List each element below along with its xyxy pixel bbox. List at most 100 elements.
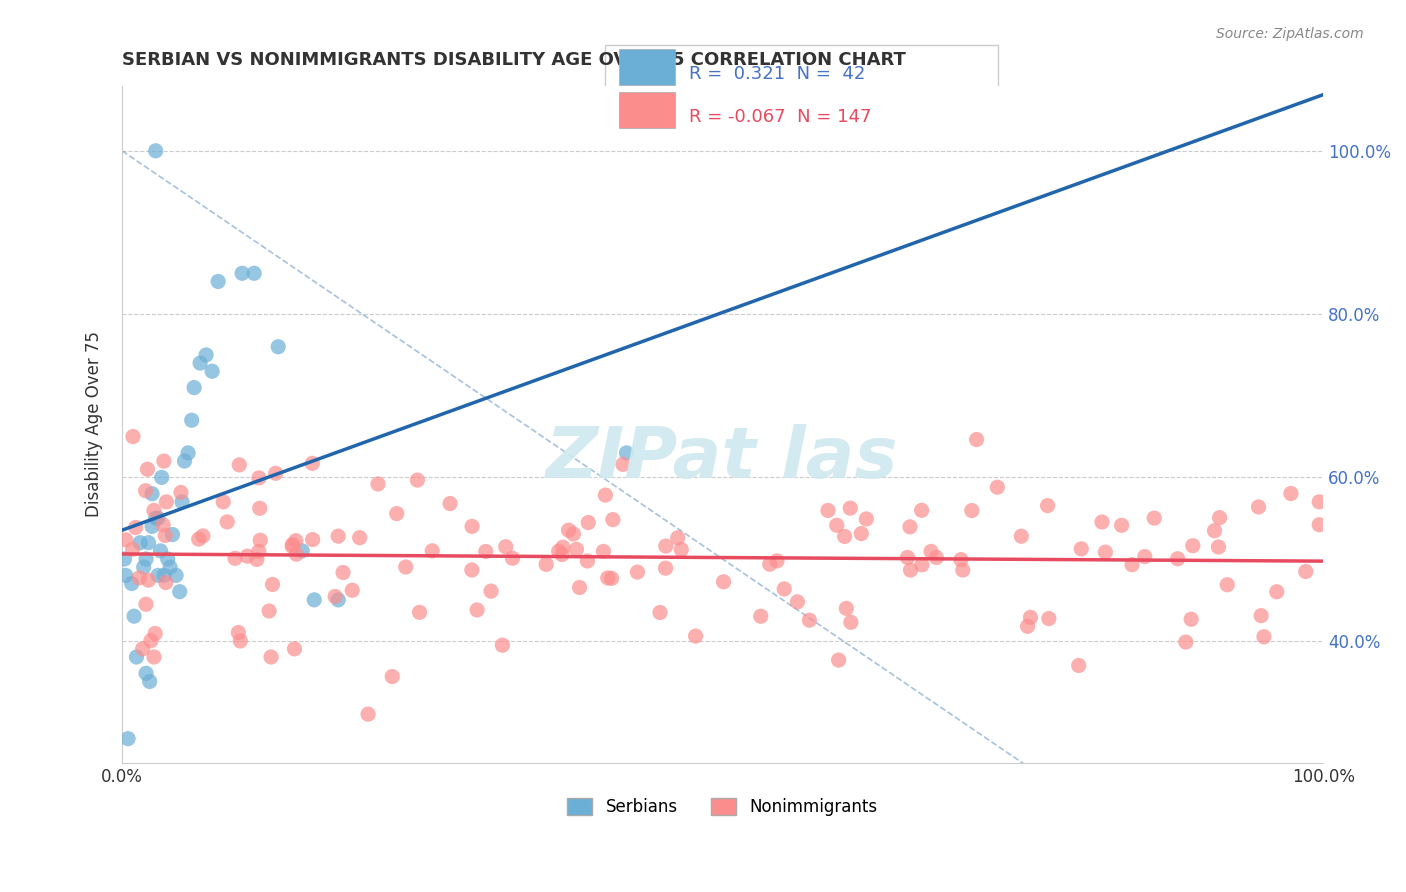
Nonimmigrants (131, 641, 153, 656)
Serbians (169, 584, 191, 599)
Nonimmigrants (1143, 511, 1166, 525)
Nonimmigrants (1174, 635, 1197, 649)
Nonimmigrants (439, 497, 461, 511)
Nonimmigrants (839, 615, 862, 630)
Nonimmigrants (143, 650, 166, 665)
Serbians (141, 519, 163, 533)
Nonimmigrants (900, 563, 922, 577)
Nonimmigrants (114, 533, 136, 547)
Nonimmigrants (143, 503, 166, 517)
Serbians (172, 495, 194, 509)
Nonimmigrants (626, 565, 648, 579)
Nonimmigrants (1204, 524, 1226, 538)
Nonimmigrants (191, 529, 214, 543)
Nonimmigrants (249, 533, 271, 548)
Nonimmigrants (1094, 545, 1116, 559)
Text: Source: ZipAtlas.com: Source: ZipAtlas.com (1216, 27, 1364, 41)
Nonimmigrants (301, 456, 323, 470)
Nonimmigrants (461, 519, 484, 533)
Serbians (114, 568, 136, 582)
Nonimmigrants (136, 462, 159, 476)
Serbians (243, 266, 266, 280)
Nonimmigrants (1038, 611, 1060, 625)
Nonimmigrants (565, 542, 588, 557)
Nonimmigrants (568, 581, 591, 595)
Nonimmigrants (1247, 500, 1270, 514)
Serbians (149, 544, 172, 558)
Nonimmigrants (671, 542, 693, 557)
Nonimmigrants (301, 533, 323, 547)
Serbians (141, 486, 163, 500)
Nonimmigrants (1180, 612, 1202, 626)
Nonimmigrants (1133, 549, 1156, 564)
Nonimmigrants (1208, 510, 1230, 524)
Serbians (150, 470, 173, 484)
Serbians (121, 576, 143, 591)
Nonimmigrants (155, 528, 177, 542)
Nonimmigrants (1036, 499, 1059, 513)
Nonimmigrants (602, 513, 624, 527)
Nonimmigrants (1295, 565, 1317, 579)
Nonimmigrants (835, 601, 858, 615)
Text: R =  0.321  N =  42: R = 0.321 N = 42 (689, 65, 865, 83)
Serbians (114, 552, 136, 566)
Nonimmigrants (576, 516, 599, 530)
Nonimmigrants (547, 544, 569, 558)
Text: ZIPat las: ZIPat las (547, 424, 898, 492)
Nonimmigrants (229, 634, 252, 648)
Nonimmigrants (1216, 578, 1239, 592)
Nonimmigrants (153, 454, 176, 468)
Nonimmigrants (1308, 517, 1330, 532)
Serbians (328, 592, 350, 607)
Nonimmigrants (1091, 515, 1114, 529)
Nonimmigrants (217, 515, 239, 529)
Nonimmigrants (827, 653, 849, 667)
Serbians (177, 446, 200, 460)
Nonimmigrants (1111, 518, 1133, 533)
Serbians (183, 381, 205, 395)
Nonimmigrants (212, 495, 235, 509)
Nonimmigrants (152, 518, 174, 533)
Nonimmigrants (502, 551, 524, 566)
Nonimmigrants (576, 554, 599, 568)
Serbians (125, 650, 148, 665)
Nonimmigrants (122, 429, 145, 443)
Nonimmigrants (124, 520, 146, 534)
Nonimmigrants (855, 512, 877, 526)
Nonimmigrants (264, 467, 287, 481)
Nonimmigrants (773, 582, 796, 596)
Nonimmigrants (284, 533, 307, 548)
Nonimmigrants (648, 606, 671, 620)
Nonimmigrants (612, 458, 634, 472)
Nonimmigrants (465, 603, 488, 617)
Nonimmigrants (479, 584, 502, 599)
Nonimmigrants (562, 527, 585, 541)
Nonimmigrants (247, 544, 270, 558)
Nonimmigrants (495, 540, 517, 554)
Serbians (162, 527, 184, 541)
Nonimmigrants (851, 526, 873, 541)
Nonimmigrants (385, 507, 408, 521)
Nonimmigrants (1181, 539, 1204, 553)
Serbians (207, 275, 229, 289)
Nonimmigrants (960, 503, 983, 517)
Nonimmigrants (461, 563, 484, 577)
Nonimmigrants (128, 571, 150, 585)
Serbians (165, 568, 187, 582)
Nonimmigrants (600, 571, 623, 585)
Nonimmigrants (920, 544, 942, 558)
Serbians (145, 511, 167, 525)
Nonimmigrants (135, 597, 157, 611)
Nonimmigrants (758, 558, 780, 572)
Nonimmigrants (408, 605, 430, 619)
Nonimmigrants (332, 566, 354, 580)
Nonimmigrants (949, 552, 972, 566)
Nonimmigrants (1121, 558, 1143, 572)
Serbians (138, 674, 160, 689)
Nonimmigrants (557, 523, 579, 537)
Serbians (153, 568, 176, 582)
Nonimmigrants (839, 501, 862, 516)
Y-axis label: Disability Age Over 75: Disability Age Over 75 (86, 331, 103, 517)
Nonimmigrants (283, 641, 305, 656)
Nonimmigrants (595, 488, 617, 502)
